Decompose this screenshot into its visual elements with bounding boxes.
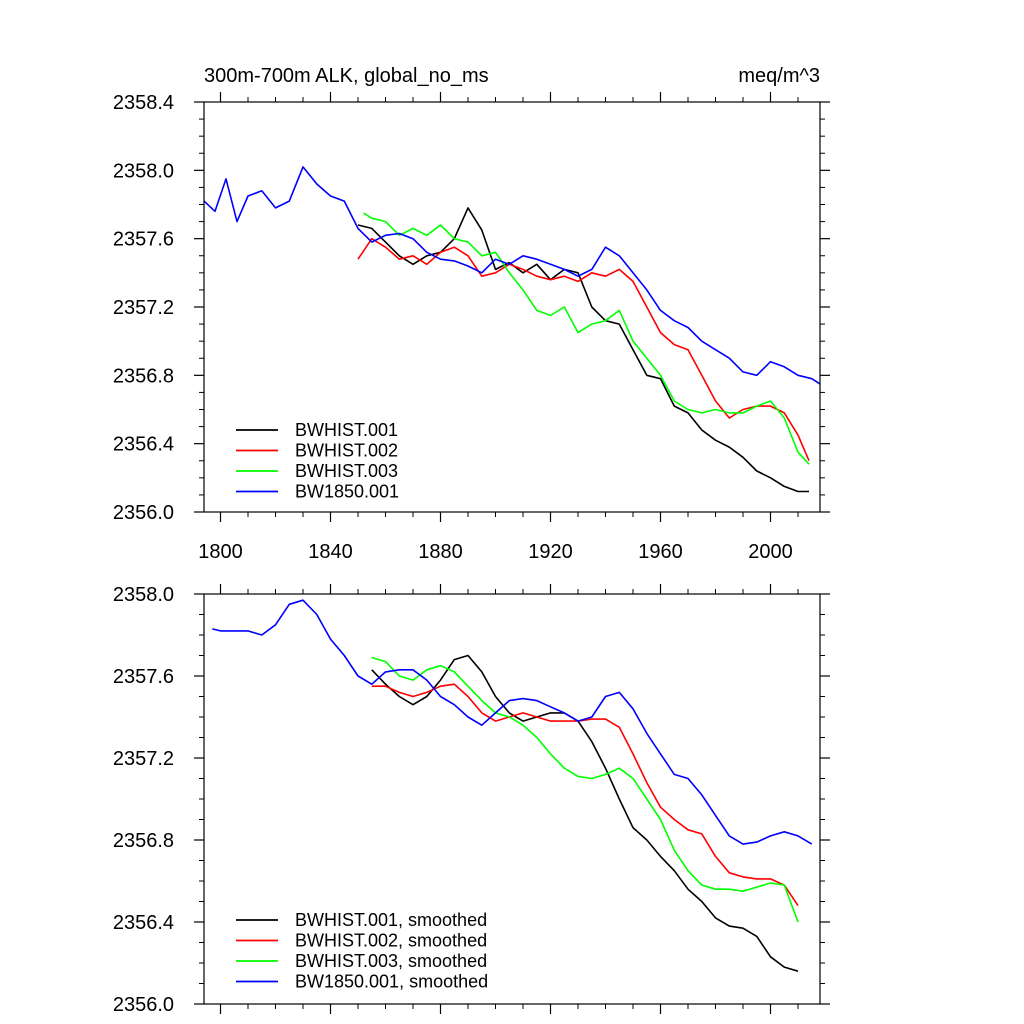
y-tick-label: 2358.4 <box>113 92 174 114</box>
series-line-bwhist-002 <box>357 237 810 462</box>
y-tick-label: 2356.8 <box>113 365 174 387</box>
bottom-panel-frame <box>203 593 821 1005</box>
series-line-bwhist-002-smoothed <box>371 683 799 907</box>
series-line-bwhist-003-smoothed <box>371 656 799 923</box>
legend-label: BWHIST.001 <box>295 420 398 440</box>
y-tick-label: 2356.0 <box>113 994 174 1016</box>
legend-label: BWHIST.003 <box>295 461 398 481</box>
legend-label: BW1850.001 <box>295 482 399 502</box>
top-panel-series <box>203 166 821 493</box>
top-panel-title: 300m-700m ALK, global_no_ms <box>204 65 489 87</box>
top-panel-frame <box>203 101 821 513</box>
legend-label: BWHIST.001, smoothed <box>295 910 487 930</box>
y-tick-label: 2358.0 <box>113 160 174 182</box>
x-tick-label: 1880 <box>418 541 463 563</box>
bottom-panel-axes: 2356.0 2356.4 2356.8 2357.2 2357.6 2358.0 <box>113 584 830 1016</box>
legend-label: BWHIST.003, smoothed <box>295 951 487 971</box>
bottom-panel: 2356.0 2356.4 2356.8 2357.2 2357.6 2358.0 BWH… <box>113 584 830 1016</box>
x-tick-label: 2000 <box>748 541 793 563</box>
y-tick-label: 2358.0 <box>113 584 174 606</box>
top-panel-axes: 1800 1840 1880 1920 1960 2000 2356.0 2356.4 2356… <box>113 92 830 563</box>
x-tick-label: 1920 <box>528 541 573 563</box>
y-tick-label: 2356.0 <box>113 502 174 524</box>
legend-label: BWHIST.002, smoothed <box>295 931 487 951</box>
series-line-bw1850-001-smoothed <box>212 599 813 845</box>
x-tick-label: 1800 <box>198 541 243 563</box>
series-line-bwhist-003 <box>363 212 810 465</box>
legend-label: BWHIST.002 <box>295 441 398 461</box>
y-tick-label: 2357.6 <box>113 666 174 688</box>
y-tick-label: 2356.8 <box>113 830 174 852</box>
series-line-bw1850-001 <box>203 166 821 385</box>
bottom-panel-series <box>212 599 813 972</box>
top-panel: 300m-700m ALK, global_no_ms meq/m^3 1800… <box>113 65 830 563</box>
x-tick-label: 1960 <box>638 541 683 563</box>
y-tick-label: 2356.4 <box>113 912 174 934</box>
y-tick-label: 2357.6 <box>113 229 174 251</box>
top-panel-units: meq/m^3 <box>738 65 820 87</box>
series-line-bwhist-001 <box>357 207 809 493</box>
legend-label: BW1850.001, smoothed <box>295 972 488 992</box>
y-tick-label: 2357.2 <box>113 297 174 319</box>
y-tick-label: 2356.4 <box>113 434 174 456</box>
series-line-bwhist-001-smoothed <box>371 654 799 972</box>
y-tick-label: 2357.2 <box>113 748 174 770</box>
x-tick-label: 1840 <box>308 541 353 563</box>
